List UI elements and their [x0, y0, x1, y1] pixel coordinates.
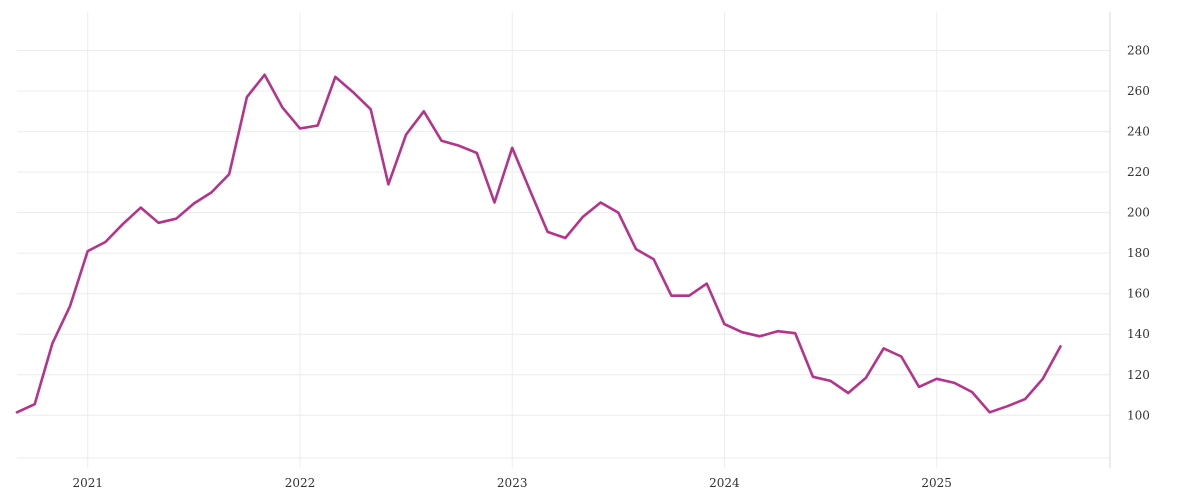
y-tick-label: 100 — [1127, 408, 1150, 422]
y-tick-label: 120 — [1127, 368, 1150, 382]
y-tick-label: 200 — [1127, 206, 1150, 220]
y-tick-label: 280 — [1127, 44, 1150, 58]
series-line — [15, 73, 1062, 414]
y-tick-label: 260 — [1127, 84, 1150, 98]
x-tick-label: 2022 — [285, 476, 316, 490]
x-tick-label: 2021 — [72, 476, 103, 490]
x-tick-label: 2025 — [921, 476, 952, 490]
y-tick-label: 160 — [1127, 287, 1150, 301]
tick-labels: 100 120 140 160 180 200 220 240 260 280 2021 2022 20… — [72, 44, 1149, 490]
series-layer — [15, 73, 1062, 414]
y-tick-label: 220 — [1127, 165, 1150, 179]
y-tick-label: 140 — [1127, 327, 1150, 341]
x-tick-label: 2024 — [709, 476, 740, 490]
grid-lines — [17, 12, 1110, 468]
y-tick-label: 240 — [1127, 125, 1150, 139]
x-tick-label: 2023 — [497, 476, 528, 490]
y-tick-label: 180 — [1127, 246, 1150, 260]
